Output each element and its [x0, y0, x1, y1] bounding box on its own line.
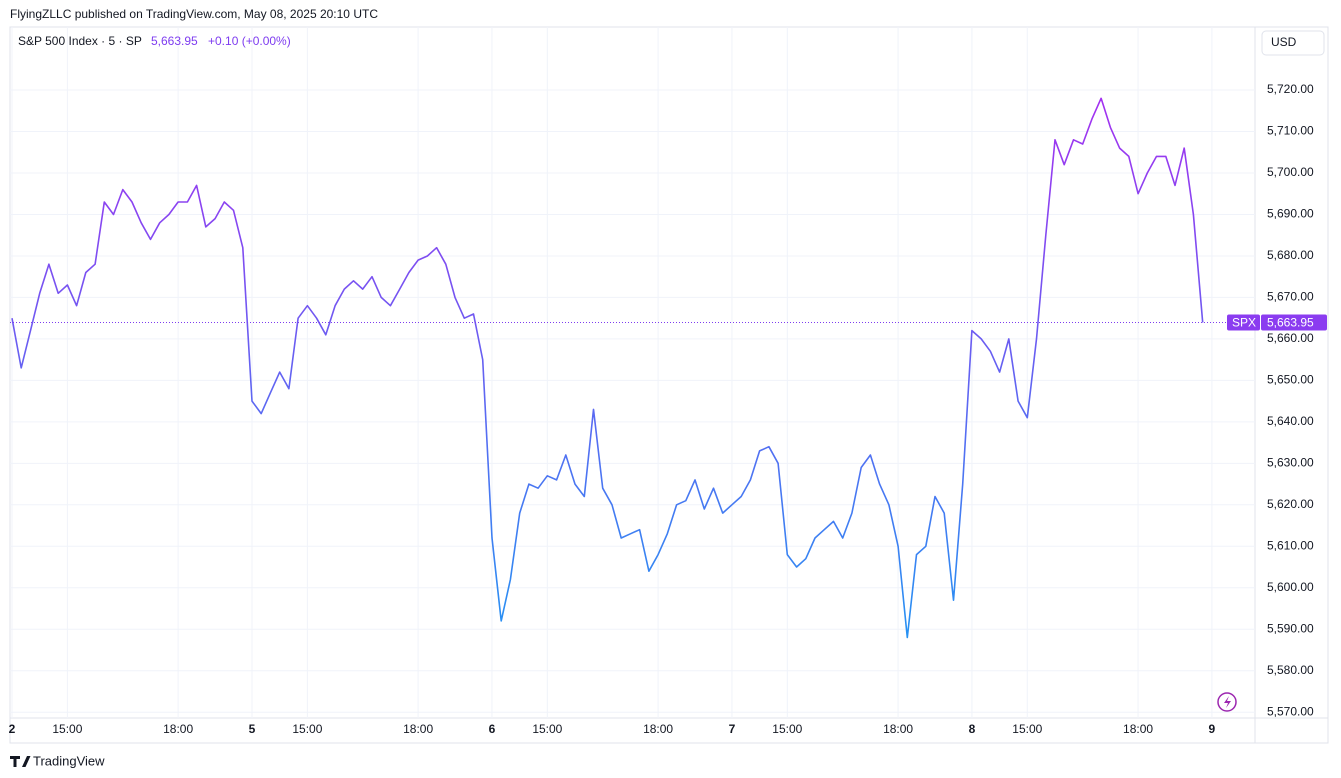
y-tick-label: 5,590.00 — [1267, 621, 1314, 635]
alert-icon[interactable] — [1217, 692, 1237, 712]
legend-price: 5,663.95 — [151, 34, 198, 48]
price-tag-label: 5,663.95 — [1267, 316, 1314, 330]
y-tick-label: 5,610.00 — [1267, 538, 1314, 552]
attribution: FlyingZLLC published on TradingView.com,… — [10, 7, 378, 21]
x-tick-label: 9 — [1209, 722, 1216, 736]
y-tick-label: 5,580.00 — [1267, 663, 1314, 677]
y-tick-label: 5,630.00 — [1267, 456, 1314, 470]
brand: TradingView — [33, 753, 105, 768]
y-tick-label: 5,620.00 — [1267, 497, 1314, 511]
x-tick-label: 15:00 — [772, 722, 802, 736]
x-tick-label: 18:00 — [883, 722, 913, 736]
alert-icon-bolt — [1224, 696, 1231, 708]
x-tick-label: 5 — [249, 722, 256, 736]
price-tag — [1261, 314, 1327, 331]
x-tick-label: 15:00 — [292, 722, 322, 736]
y-tick-label: 5,570.00 — [1267, 704, 1314, 718]
y-tick-label: 5,720.00 — [1267, 82, 1314, 96]
y-tick-label: 5,700.00 — [1267, 165, 1314, 179]
currency-box[interactable] — [1261, 30, 1325, 56]
y-tick-label: 5,660.00 — [1267, 331, 1314, 345]
x-tick-label: 8 — [969, 722, 976, 736]
x-tick-label: 18:00 — [1123, 722, 1153, 736]
price-line — [11, 97, 1204, 639]
symbol-tag — [1227, 314, 1260, 331]
y-tick-label: 5,680.00 — [1267, 248, 1314, 262]
y-tick-label: 5,640.00 — [1267, 414, 1314, 428]
y-tick-label: 5,600.00 — [1267, 580, 1314, 594]
legend-change: +0.10 (+0.00%) — [208, 34, 291, 48]
y-tick-label: 5,670.00 — [1267, 290, 1314, 304]
x-tick-label: 2 — [9, 722, 16, 736]
brand-logo — [10, 756, 31, 767]
x-tick-label: 15:00 — [1012, 722, 1042, 736]
x-tick-label: 15:00 — [532, 722, 562, 736]
y-tick-label: 5,710.00 — [1267, 124, 1314, 138]
x-tick-label: 18:00 — [403, 722, 433, 736]
x-tick-label: 15:00 — [52, 722, 82, 736]
pane-border — [9, 26, 1329, 744]
x-tick-label: 18:00 — [163, 722, 193, 736]
y-tick-label: 5,650.00 — [1267, 373, 1314, 387]
x-tick-label: 7 — [729, 722, 736, 736]
y-tick-label: 5,690.00 — [1267, 207, 1314, 221]
x-tick-label: 6 — [489, 722, 496, 736]
x-tick-label: 18:00 — [643, 722, 673, 736]
legend-series: S&P 500 Index · 5 · SP — [18, 34, 142, 48]
currency: USD — [1271, 35, 1297, 49]
symbol-label: SPX — [1232, 316, 1256, 330]
